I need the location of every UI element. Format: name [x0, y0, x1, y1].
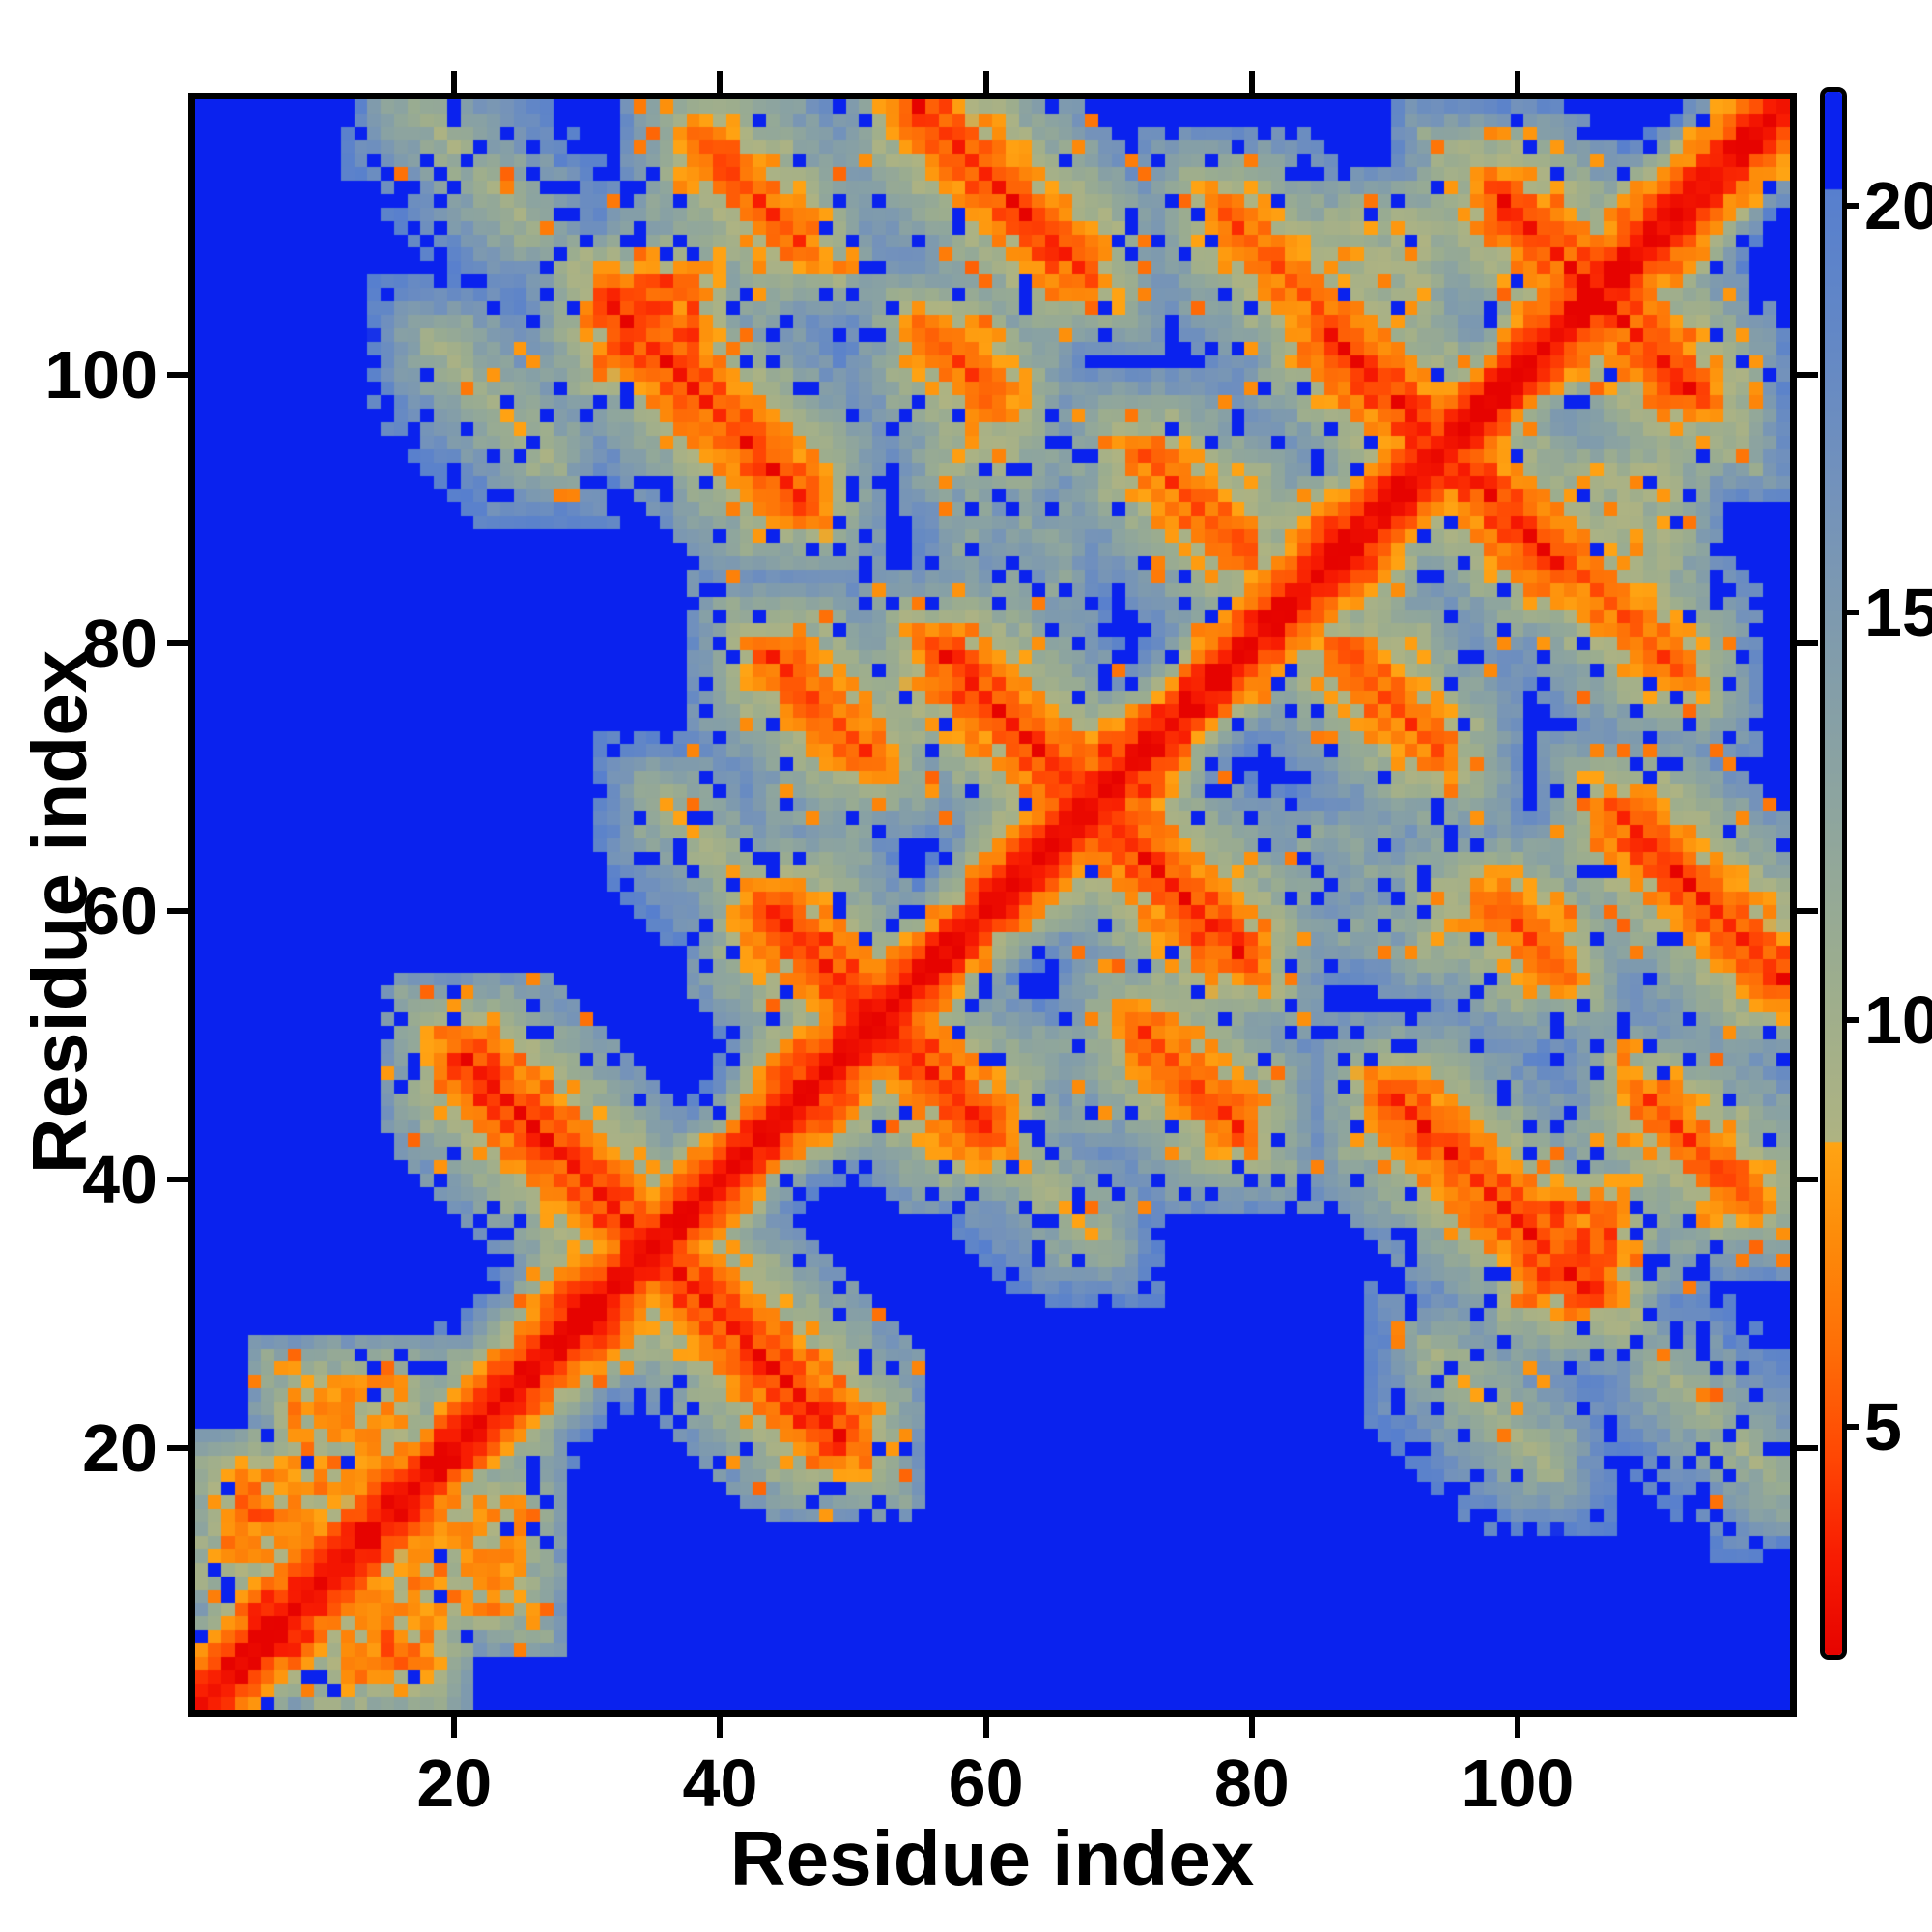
x-tick-label: 40: [682, 1746, 758, 1821]
y-tick-right: [1797, 639, 1818, 646]
colorbar: [1820, 87, 1847, 1660]
colorbar-tick: [1843, 1424, 1859, 1431]
y-tick-label: 40: [82, 1142, 157, 1218]
y-tick: [167, 639, 188, 646]
x-tick: [982, 1717, 989, 1738]
y-tick: [167, 908, 188, 915]
colorbar-tick-label: 10: [1864, 981, 1932, 1058]
y-tick-right: [1797, 1177, 1818, 1183]
x-tick-top: [982, 71, 989, 93]
colorbar-tick: [1843, 1016, 1859, 1023]
colorbar-tick-label: 5: [1864, 1389, 1902, 1465]
colorbar-tick-label: 15: [1864, 575, 1932, 651]
y-tick: [167, 371, 188, 378]
x-axis-title: Residue index: [729, 1815, 1255, 1901]
x-tick: [1514, 1717, 1520, 1738]
x-tick: [717, 1717, 724, 1738]
x-tick-label: 100: [1461, 1746, 1575, 1821]
plot-frame: [188, 93, 1797, 1717]
x-tick-label: 80: [1213, 1746, 1290, 1821]
x-tick-top: [717, 71, 724, 93]
colorbar-tick-label: 20: [1864, 167, 1932, 243]
y-tick-right: [1797, 1445, 1818, 1452]
x-tick: [451, 1717, 458, 1738]
x-tick: [1248, 1717, 1255, 1738]
y-tick: [167, 1445, 188, 1452]
y-tick: [167, 1177, 188, 1183]
colorbar-tick: [1843, 202, 1859, 209]
y-tick-right: [1797, 908, 1818, 915]
y-tick-label: 80: [82, 605, 157, 681]
y-tick-right: [1797, 371, 1818, 378]
colorbar-tick: [1843, 610, 1859, 616]
x-tick-top: [1248, 71, 1255, 93]
x-tick-top: [1514, 71, 1520, 93]
x-tick-label: 60: [948, 1746, 1024, 1821]
y-tick-label: 100: [44, 336, 157, 412]
heatmap-canvas: [195, 99, 1790, 1710]
y-tick-label: 20: [82, 1410, 157, 1487]
x-tick-label: 20: [416, 1746, 493, 1821]
y-tick-label: 60: [82, 873, 157, 950]
colorbar-gradient: [1825, 92, 1842, 1655]
x-tick-top: [451, 71, 458, 93]
